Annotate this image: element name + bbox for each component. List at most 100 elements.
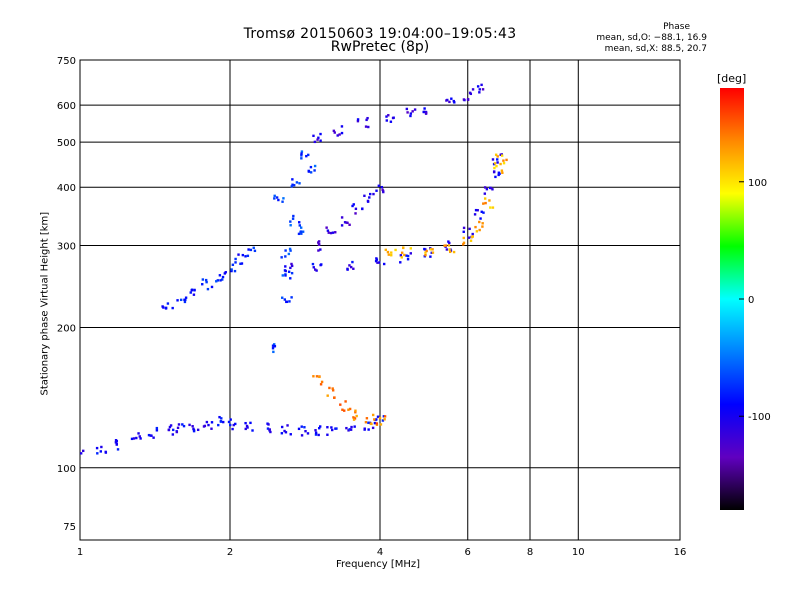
data-point xyxy=(284,274,287,277)
data-point xyxy=(191,425,194,428)
data-point xyxy=(319,383,323,386)
data-point xyxy=(288,300,291,303)
data-point xyxy=(176,299,179,302)
data-point xyxy=(423,107,426,110)
data-point xyxy=(252,246,255,250)
x-tick-label: 8 xyxy=(527,547,533,558)
data-point xyxy=(317,243,321,246)
data-point xyxy=(206,287,210,291)
data-point xyxy=(496,155,499,158)
data-point xyxy=(424,251,427,254)
data-point xyxy=(340,131,344,135)
data-point xyxy=(291,178,294,181)
data-point xyxy=(375,257,378,260)
data-point xyxy=(469,239,473,242)
y-tick-label: 200 xyxy=(57,324,76,335)
data-point xyxy=(382,190,385,194)
data-point xyxy=(336,134,339,137)
data-point xyxy=(350,425,353,429)
data-point xyxy=(307,153,310,157)
data-point xyxy=(299,226,303,229)
data-point xyxy=(328,386,331,390)
data-point xyxy=(372,192,375,196)
data-point xyxy=(205,280,208,284)
data-point xyxy=(138,435,141,438)
data-point xyxy=(406,111,409,114)
data-point xyxy=(489,206,492,209)
data-point xyxy=(289,266,292,270)
data-point xyxy=(291,183,294,186)
data-point xyxy=(496,158,499,161)
data-point xyxy=(150,434,153,437)
data-point xyxy=(175,430,179,434)
data-point xyxy=(405,107,409,111)
data-point xyxy=(378,416,382,420)
grid xyxy=(80,60,680,540)
data-point xyxy=(268,428,271,431)
data-point xyxy=(345,426,348,430)
data-point xyxy=(502,159,505,162)
data-point xyxy=(429,255,432,258)
data-point xyxy=(292,214,295,218)
data-point xyxy=(300,154,303,157)
data-point xyxy=(479,217,482,220)
data-point xyxy=(266,427,270,430)
data-point xyxy=(297,427,301,431)
data-point xyxy=(500,153,503,156)
data-point xyxy=(409,247,413,250)
data-point xyxy=(354,212,357,215)
data-point xyxy=(474,208,478,212)
data-point xyxy=(379,423,383,426)
data-point xyxy=(317,249,320,252)
data-point xyxy=(348,264,351,267)
data-point xyxy=(311,262,315,266)
data-point xyxy=(367,421,370,424)
data-point xyxy=(244,421,247,425)
data-point xyxy=(300,152,303,155)
data-point xyxy=(231,427,234,431)
data-point xyxy=(271,344,275,347)
data-point xyxy=(402,246,405,249)
data-point xyxy=(375,418,378,421)
data-point xyxy=(351,260,354,264)
data-point xyxy=(406,254,410,258)
data-point xyxy=(246,426,249,429)
data-point xyxy=(171,433,175,436)
data-point xyxy=(189,291,192,294)
x-tick-label: 16 xyxy=(674,547,687,558)
data-point xyxy=(210,427,213,430)
data-point xyxy=(400,251,404,254)
data-point xyxy=(371,426,375,430)
data-point xyxy=(137,432,140,435)
data-point xyxy=(171,306,174,310)
data-point xyxy=(340,216,344,219)
data-point xyxy=(478,220,481,224)
data-point xyxy=(233,269,237,273)
data-point xyxy=(229,423,232,427)
data-point xyxy=(493,166,496,170)
data-point xyxy=(476,209,479,212)
data-point xyxy=(319,132,322,136)
data-point xyxy=(205,420,209,424)
data-point xyxy=(216,279,219,282)
data-point xyxy=(501,171,504,174)
data-point xyxy=(234,422,237,426)
data-point xyxy=(425,249,428,253)
data-point xyxy=(329,231,333,235)
data-point xyxy=(247,248,250,251)
data-point xyxy=(446,98,449,102)
data-point xyxy=(475,230,479,233)
data-point xyxy=(409,252,412,255)
data-point xyxy=(347,408,350,411)
data-point xyxy=(314,431,318,434)
data-point xyxy=(305,154,308,158)
data-point xyxy=(361,207,364,210)
data-point xyxy=(330,426,333,429)
data-point xyxy=(244,255,247,258)
data-point xyxy=(193,289,196,292)
data-point xyxy=(326,394,329,397)
data-point xyxy=(376,415,380,418)
data-point xyxy=(365,417,369,420)
data-point xyxy=(371,413,375,417)
data-point xyxy=(496,161,499,164)
